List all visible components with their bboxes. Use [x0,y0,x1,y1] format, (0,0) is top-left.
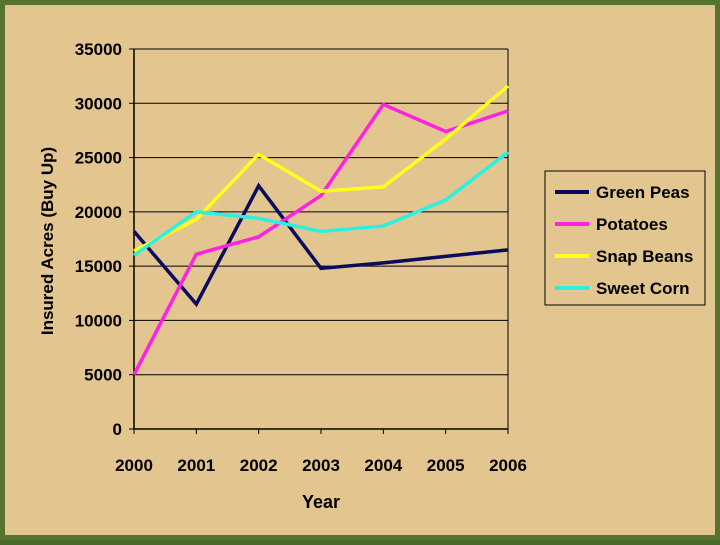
legend-label: Potatoes [596,215,668,234]
x-tick-label: 2002 [240,456,278,475]
series-lines [132,84,510,376]
series-line-snap-beans [133,84,510,253]
y-tick-label: 30000 [75,94,122,113]
legend-label: Snap Beans [596,247,693,266]
x-tick-label: 2004 [364,456,402,475]
y-axis-title: Insured Acres (Buy Up) [38,147,57,335]
tick-labels: 0 5000 10000 15000 20000 25000 30000 35000 2000 2… [75,40,527,475]
legend-label: Sweet Corn [596,279,690,298]
series-line-potatoes [132,102,509,376]
legend: Green Peas Potatoes Snap Beans Sweet Corn [544,170,706,306]
x-tick-label: 2005 [427,456,465,475]
axes [129,48,509,434]
line-chart: 0 5000 10000 15000 20000 25000 30000 35000 2000 2… [38,40,706,512]
series-line-green-peas [132,182,509,308]
y-tick-label: 5000 [84,366,122,385]
x-tick-label: 2006 [489,456,527,475]
x-tick-label: 2000 [115,456,153,475]
y-tick-label: 15000 [75,257,122,276]
series-line-sweet-corn [132,150,510,257]
y-tick-label: 25000 [75,149,122,168]
y-tick-label: 10000 [75,311,122,330]
gridlines [134,48,508,376]
x-tick-label: 2003 [302,456,340,475]
y-tick-label: 0 [113,420,122,439]
x-axis-title: Year [302,492,340,512]
y-tick-label: 35000 [75,40,122,59]
x-tick-label: 2001 [177,456,215,475]
legend-label: Green Peas [596,183,690,202]
y-tick-label: 20000 [75,203,122,222]
